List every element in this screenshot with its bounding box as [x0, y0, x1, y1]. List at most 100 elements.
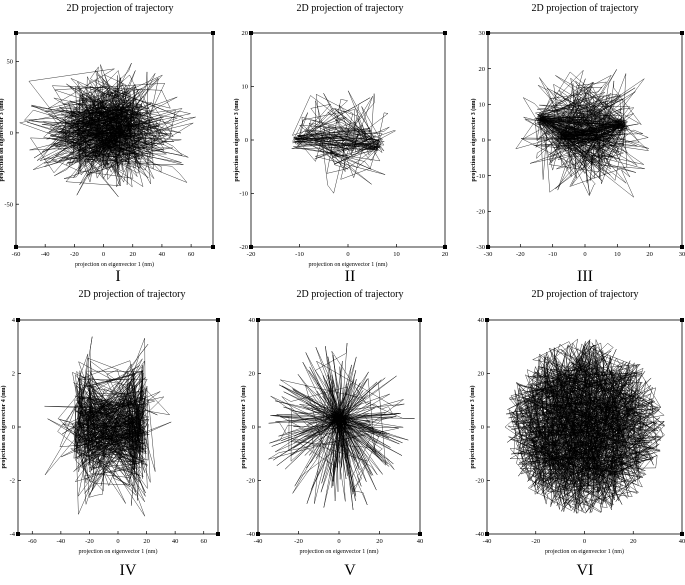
x-tick-label: -40 — [254, 538, 263, 545]
panel-title: 2D projection of trajectory — [79, 289, 186, 300]
panel-numeral: II — [345, 268, 356, 285]
y-tick-label: 0 — [252, 424, 255, 431]
x-tick-label: 40 — [679, 538, 685, 545]
y-tick-label: 10 — [479, 102, 486, 109]
y-tick-label: 0 — [10, 130, 13, 137]
y-tick-label: -10 — [476, 173, 485, 180]
y-tick-label: -20 — [476, 209, 485, 216]
y-axis-label: projection on eigenvector 3 (nm) — [0, 98, 5, 181]
y-axis-label: projection on eigenvector 4 (nm) — [0, 385, 7, 468]
x-tick-label: 20 — [630, 538, 637, 545]
panel-V: 2D projection of trajectory -40 -20 0 20 40 -4… — [240, 289, 423, 579]
y-axis-label: projection on eigenvector 3 (nm) — [233, 98, 240, 181]
panel-II: 2D projection of trajectory -20 -10 0 10 20 -2… — [233, 3, 448, 285]
frame-corner-marker — [680, 318, 684, 322]
x-tick-label: -20 — [516, 251, 525, 258]
x-axis-label: projection on eigenvector 1 (nm) — [79, 548, 158, 555]
y-tick-label: -20 — [246, 478, 255, 485]
y-tick-label: 0 — [481, 424, 484, 431]
panel-title: 2D projection of trajectory — [532, 3, 639, 14]
frame-corner-marker — [216, 318, 220, 322]
y-tick-label: -2 — [10, 478, 15, 485]
x-tick-label: 0 — [116, 538, 119, 545]
x-tick-label: 10 — [393, 251, 400, 258]
x-tick-label: 40 — [417, 538, 424, 545]
x-tick-label: -40 — [41, 251, 50, 258]
x-tick-label: 60 — [188, 251, 195, 258]
y-tick-label: -20 — [239, 244, 248, 251]
y-tick-label: 20 — [478, 371, 485, 378]
y-tick-label: 2 — [12, 371, 15, 378]
x-tick-label: 0 — [346, 251, 349, 258]
y-tick-label: -10 — [239, 191, 248, 198]
x-tick-label: 20 — [129, 251, 136, 258]
x-tick-label: -20 — [85, 538, 94, 545]
x-tick-label: -60 — [12, 251, 21, 258]
panel-III: 2D projection of trajectory -30 -20 -10 0 10 2… — [470, 3, 685, 285]
y-tick-label: 0 — [482, 137, 485, 144]
trajectory-line — [291, 90, 396, 194]
x-tick-label: -30 — [484, 251, 493, 258]
y-tick-label: 20 — [249, 371, 256, 378]
x-tick-label: 0 — [583, 251, 586, 258]
x-axis-label: projection on eigenvector 1 (nm) — [309, 261, 388, 268]
panel-title: 2D projection of trajectory — [532, 289, 639, 300]
x-tick-label: 20 — [376, 538, 383, 545]
x-tick-label: 0 — [102, 251, 105, 258]
y-tick-label: 0 — [245, 137, 248, 144]
x-axis-label: projection on eigenvector 1 (nm) — [300, 548, 379, 555]
x-tick-label: -20 — [531, 538, 540, 545]
y-tick-label: 0 — [12, 424, 15, 431]
panel-title: 2D projection of trajectory — [297, 289, 404, 300]
panel-title: 2D projection of trajectory — [297, 3, 404, 14]
y-tick-label: -4 — [10, 531, 16, 538]
y-tick-label: 10 — [242, 84, 249, 91]
x-tick-label: 30 — [679, 251, 685, 258]
frame-corner-marker — [216, 532, 220, 536]
y-tick-label: -50 — [4, 201, 13, 208]
y-tick-label: 50 — [7, 59, 14, 66]
trajectory-line — [515, 69, 650, 198]
frame-corner-marker — [443, 31, 447, 35]
frame-corner-marker — [14, 31, 18, 35]
panel-numeral: IV — [120, 562, 137, 579]
frame-corner-marker — [680, 31, 684, 35]
x-tick-label: 20 — [646, 251, 653, 258]
y-axis-label: projection on eigenvector 3 (nm) — [469, 385, 476, 468]
y-tick-label: -20 — [475, 478, 484, 485]
x-tick-label: 20 — [442, 251, 449, 258]
panel-numeral: V — [344, 562, 356, 579]
x-tick-label: -60 — [28, 538, 37, 545]
x-tick-label: -40 — [483, 538, 492, 545]
x-tick-label: 40 — [172, 538, 179, 545]
x-tick-label: 40 — [159, 251, 166, 258]
x-tick-label: -40 — [57, 538, 66, 545]
y-tick-label: 40 — [478, 317, 485, 324]
trajectory-line — [268, 342, 415, 510]
x-axis-label: projection on eigenvector 1 (nm) — [75, 261, 154, 268]
y-tick-label: 20 — [242, 30, 249, 37]
panel-numeral: VI — [577, 562, 594, 579]
x-tick-label: 20 — [143, 538, 150, 545]
x-tick-label: 60 — [200, 538, 207, 545]
x-tick-label: -20 — [247, 251, 256, 258]
panel-numeral: III — [577, 268, 593, 285]
x-tick-label: -10 — [548, 251, 557, 258]
panel-title: 2D projection of trajectory — [67, 3, 174, 14]
trajectory-line — [504, 338, 665, 514]
plot-frame — [15, 32, 214, 248]
frame-corner-marker — [418, 318, 422, 322]
panel-VI: 2D projection of trajectory -40 -20 0 20 40 -4… — [469, 289, 685, 579]
y-tick-label: -30 — [476, 244, 485, 251]
y-axis-label: projection on eigenvector 3 (nm) — [240, 385, 247, 468]
trajectory-line — [18, 62, 196, 197]
x-tick-label: 0 — [583, 538, 586, 545]
x-tick-label: -10 — [295, 251, 304, 258]
y-axis-label: projection on eigenvector 3 (nm) — [470, 98, 477, 181]
x-tick-label: -20 — [70, 251, 79, 258]
y-tick-label: -40 — [246, 531, 255, 538]
y-tick-label: 4 — [12, 317, 16, 324]
trajectory-line — [44, 336, 172, 517]
x-tick-label: 10 — [614, 251, 621, 258]
